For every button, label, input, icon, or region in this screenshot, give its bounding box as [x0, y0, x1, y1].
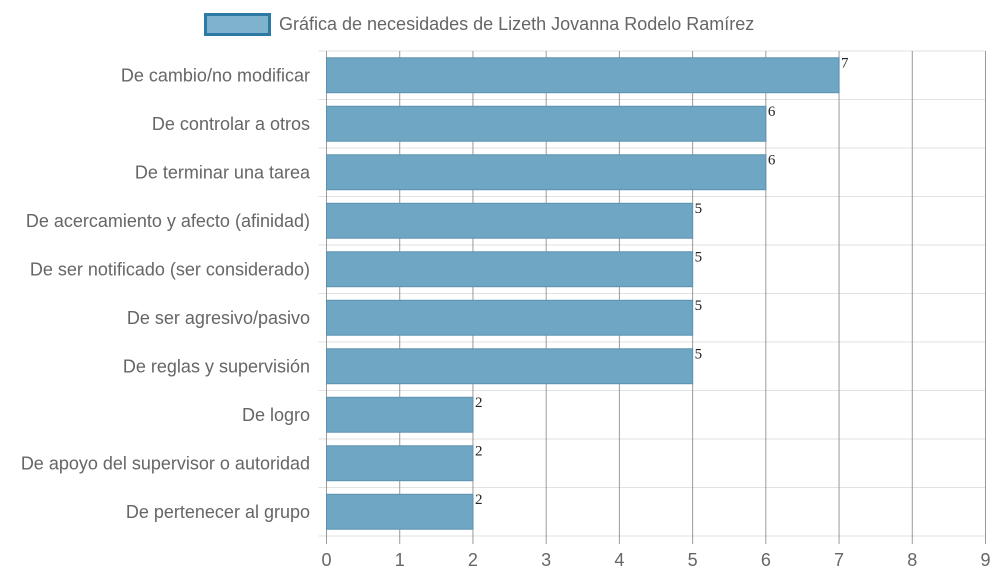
x-tick-label: 6: [761, 550, 771, 570]
category-label: De terminar una tarea: [135, 162, 311, 182]
x-tick-label: 4: [614, 550, 624, 570]
bars-group: [326, 57, 840, 530]
data-label: 5: [695, 346, 703, 362]
bar: [326, 57, 840, 94]
x-tick-label: 8: [907, 550, 917, 570]
bar: [326, 445, 474, 482]
x-tick-label: 0: [321, 550, 331, 570]
x-tick-label: 5: [688, 550, 698, 570]
data-label: 5: [695, 298, 703, 314]
category-label: De controlar a otros: [152, 114, 310, 134]
bar: [326, 299, 694, 336]
bar: [326, 154, 767, 191]
category-label: De logro: [242, 405, 310, 425]
data-label: 5: [695, 249, 703, 265]
x-tick-label: 1: [395, 550, 405, 570]
legend-label[interactable]: Gráfica de necesidades de Lizeth Jovanna…: [279, 14, 754, 34]
category-labels: De cambio/no modificar De controlar a otr…: [21, 65, 311, 522]
data-label: 7: [841, 55, 849, 71]
category-label: De ser notificado (ser considerado): [30, 259, 310, 279]
category-label: De apoyo del supervisor o autoridad: [21, 453, 310, 473]
bar: [326, 493, 474, 530]
x-tick-label: 7: [834, 550, 844, 570]
bar: [326, 202, 694, 239]
legend-swatch[interactable]: [204, 13, 271, 36]
bar: [326, 105, 767, 142]
x-axis-tick-labels: 0 1 2 3 4 5 6 7 8 9: [321, 550, 990, 570]
category-label: De reglas y supervisión: [123, 356, 310, 376]
category-label: De acercamiento y afecto (afinidad): [26, 211, 310, 231]
data-label: 6: [768, 152, 776, 168]
data-labels: 7 6 6 5 5 5 5 2 2 2: [475, 55, 849, 508]
category-label: De cambio/no modificar: [121, 65, 310, 85]
data-label: 2: [475, 492, 483, 508]
bar: [326, 396, 474, 433]
bar: [326, 348, 694, 385]
category-label: De pertenecer al grupo: [126, 502, 310, 522]
category-label: De ser agresivo/pasivo: [127, 308, 310, 328]
x-tick-label: 3: [541, 550, 551, 570]
data-label: 2: [475, 395, 483, 411]
x-tick-label: 2: [468, 550, 478, 570]
chart-legend[interactable]: Gráfica de necesidades de Lizeth Jovanna…: [204, 13, 755, 36]
data-label: 2: [475, 443, 483, 459]
bar: [326, 251, 694, 288]
data-label: 5: [695, 201, 703, 217]
data-label: 6: [768, 104, 776, 120]
x-tick-label: 9: [980, 550, 990, 570]
